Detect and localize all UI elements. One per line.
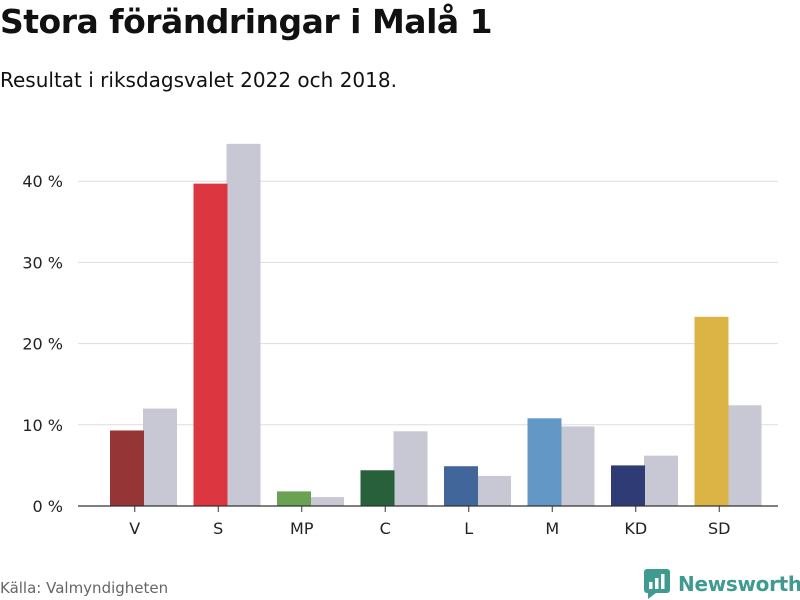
brand-name: Newsworthy (678, 572, 800, 596)
bar-2022-m (527, 418, 562, 506)
bar-2018-m (560, 426, 595, 506)
bar-2018-c (393, 431, 428, 506)
x-tick-label: SD (708, 519, 730, 538)
bar-2022-kd (611, 465, 645, 506)
brand: Newsworthy (644, 568, 800, 600)
x-tick-label: MP (290, 519, 314, 538)
y-tick-label: 30 % (22, 253, 63, 272)
bar-2018-kd (644, 455, 678, 506)
chart-subtitle: Resultat i riksdagsvalet 2022 och 2018. (0, 68, 397, 92)
bar-2022-v (110, 430, 144, 506)
bar-2022-l (444, 466, 478, 506)
bar-2018-l (477, 475, 511, 506)
x-tick-label: C (380, 519, 391, 538)
y-tick-label: 10 % (22, 416, 63, 435)
bar-2018-sd (727, 405, 762, 506)
bar-2022-s (193, 183, 228, 507)
y-tick-label: 20 % (22, 335, 63, 354)
y-tick-label: 0 % (33, 497, 63, 516)
bar-2018-s (226, 143, 261, 506)
source-note: Källa: Valmyndigheten (0, 579, 169, 597)
bar-chart: 0 % 10 % 20 % 30 % 40 % V S MP C L M KD SD (22, 143, 778, 538)
bar-2018-mp (310, 497, 344, 506)
bar-2022-c (360, 470, 395, 506)
bar-2022-mp (277, 491, 311, 506)
x-tick-label: S (213, 519, 223, 538)
x-tick-label: KD (624, 519, 647, 538)
bar-2022-sd (694, 316, 729, 506)
x-tick-label: M (545, 519, 559, 538)
y-tick-label: 40 % (22, 172, 63, 191)
bar-2018-v (143, 408, 177, 506)
x-tick-label: V (129, 519, 140, 538)
newsworthy-logo-icon (644, 569, 670, 599)
x-tick-label: L (464, 519, 473, 538)
chart-title: Stora förändringar i Malå 1 (0, 2, 493, 41)
